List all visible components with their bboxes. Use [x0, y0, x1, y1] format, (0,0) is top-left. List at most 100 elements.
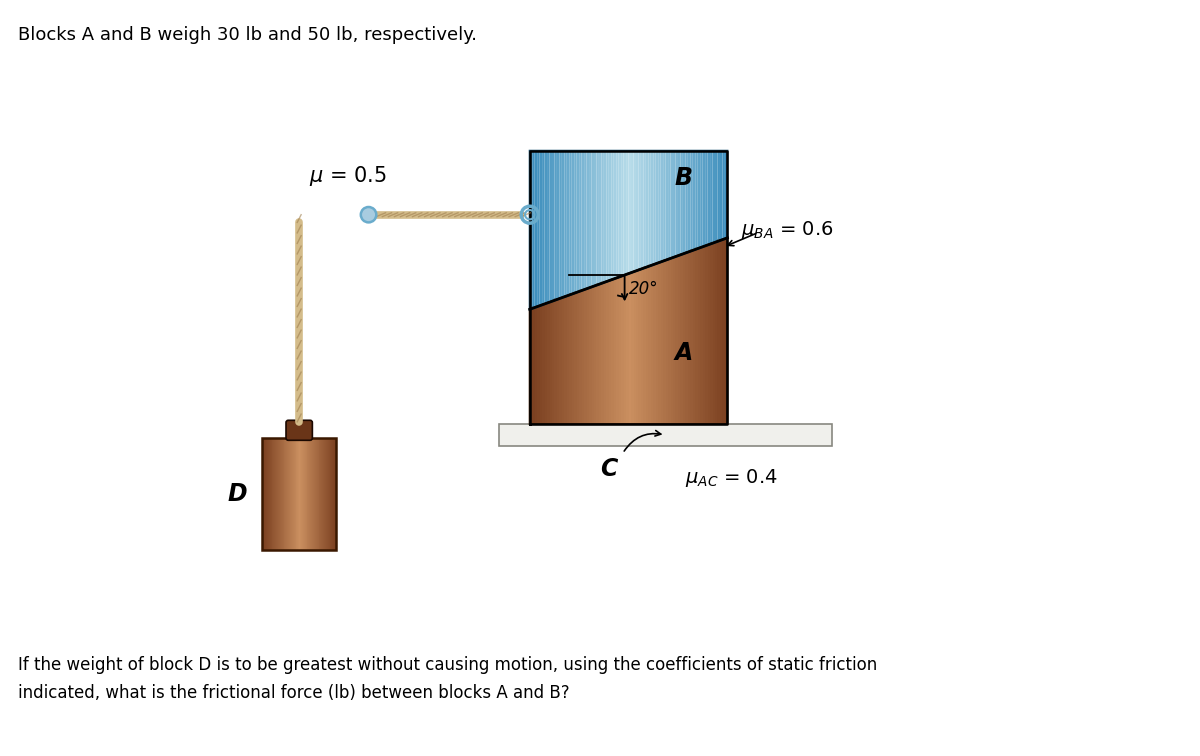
Polygon shape [589, 150, 592, 289]
Polygon shape [718, 150, 720, 243]
Polygon shape [617, 150, 619, 279]
Polygon shape [690, 150, 692, 253]
Polygon shape [545, 302, 547, 424]
Polygon shape [722, 150, 725, 240]
Polygon shape [626, 150, 629, 276]
Polygon shape [592, 285, 594, 424]
Polygon shape [533, 306, 535, 424]
Bar [499, 424, 832, 446]
Polygon shape [577, 290, 580, 424]
Polygon shape [648, 265, 650, 424]
Polygon shape [671, 150, 673, 259]
Polygon shape [666, 259, 668, 424]
Polygon shape [538, 150, 540, 308]
Polygon shape [697, 246, 701, 424]
Polygon shape [622, 150, 624, 277]
Polygon shape [680, 253, 683, 424]
Polygon shape [571, 292, 575, 424]
Polygon shape [676, 150, 678, 258]
Circle shape [361, 207, 377, 222]
Polygon shape [664, 150, 666, 262]
Polygon shape [638, 150, 641, 271]
Polygon shape [580, 290, 582, 424]
Polygon shape [552, 299, 554, 424]
Polygon shape [542, 150, 545, 306]
Polygon shape [619, 275, 622, 424]
Polygon shape [668, 257, 671, 424]
Polygon shape [550, 150, 552, 303]
Polygon shape [613, 150, 617, 280]
Polygon shape [701, 246, 703, 424]
Polygon shape [688, 150, 690, 253]
Polygon shape [697, 150, 701, 249]
Polygon shape [594, 284, 596, 424]
Polygon shape [668, 150, 671, 260]
Polygon shape [604, 280, 606, 424]
Polygon shape [648, 150, 650, 268]
Polygon shape [690, 249, 692, 424]
Polygon shape [676, 255, 678, 424]
Polygon shape [708, 150, 710, 246]
Polygon shape [634, 270, 636, 424]
Polygon shape [589, 286, 592, 424]
Polygon shape [545, 150, 547, 305]
Polygon shape [710, 242, 713, 424]
Polygon shape [535, 305, 538, 424]
Polygon shape [529, 308, 533, 424]
Polygon shape [683, 252, 685, 424]
Polygon shape [577, 150, 580, 293]
Polygon shape [601, 281, 604, 424]
Polygon shape [631, 271, 634, 424]
Polygon shape [643, 150, 646, 269]
Polygon shape [547, 150, 550, 304]
Polygon shape [564, 150, 566, 298]
Polygon shape [688, 250, 690, 424]
Polygon shape [718, 240, 720, 424]
FancyBboxPatch shape [286, 420, 312, 440]
Polygon shape [636, 269, 638, 424]
Polygon shape [655, 262, 659, 424]
Polygon shape [629, 271, 631, 424]
Polygon shape [722, 237, 725, 424]
Polygon shape [566, 294, 569, 424]
Text: If the weight of block D is to be greatest without causing motion, using the coe: If the weight of block D is to be greate… [18, 655, 877, 702]
Text: $\mu_{BA}$ = 0.6: $\mu_{BA}$ = 0.6 [740, 219, 833, 241]
Polygon shape [557, 150, 559, 301]
Polygon shape [641, 267, 643, 424]
Polygon shape [575, 150, 577, 294]
Text: D: D [228, 482, 247, 506]
Polygon shape [710, 150, 713, 245]
Polygon shape [626, 272, 629, 424]
Polygon shape [683, 150, 685, 255]
Polygon shape [606, 150, 608, 283]
Text: B: B [674, 166, 692, 190]
Polygon shape [725, 150, 727, 240]
Polygon shape [646, 265, 648, 424]
Polygon shape [634, 150, 636, 273]
Polygon shape [606, 280, 608, 424]
Polygon shape [664, 259, 666, 424]
Text: $\mu$ = 0.5: $\mu$ = 0.5 [308, 164, 386, 188]
Bar [263, 438, 336, 550]
Polygon shape [540, 304, 542, 424]
Polygon shape [720, 239, 722, 424]
Polygon shape [559, 150, 562, 299]
Polygon shape [703, 150, 706, 248]
Polygon shape [708, 243, 710, 424]
Polygon shape [542, 303, 545, 424]
Polygon shape [547, 301, 550, 424]
Polygon shape [584, 150, 587, 291]
Polygon shape [631, 150, 634, 274]
Polygon shape [582, 150, 584, 292]
Polygon shape [659, 261, 661, 424]
Polygon shape [562, 150, 564, 299]
Polygon shape [529, 150, 533, 311]
Polygon shape [725, 237, 727, 424]
Text: C: C [600, 457, 618, 482]
Polygon shape [592, 150, 594, 288]
Polygon shape [533, 150, 535, 309]
Polygon shape [643, 266, 646, 424]
Polygon shape [715, 240, 718, 424]
Polygon shape [559, 296, 562, 424]
Polygon shape [587, 150, 589, 290]
